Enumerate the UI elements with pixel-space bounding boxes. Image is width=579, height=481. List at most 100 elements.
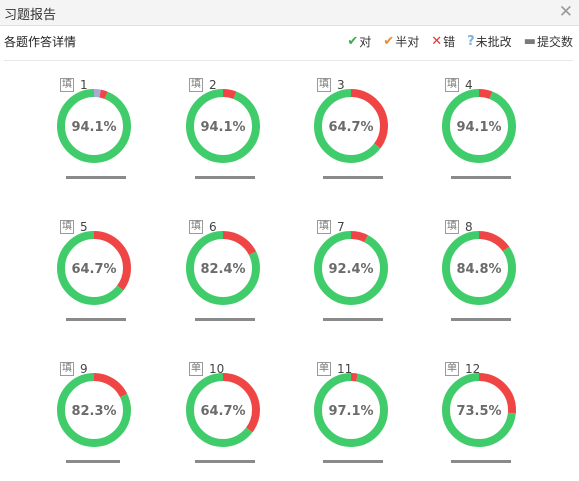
correct-rate-label: 94.1%: [71, 120, 116, 135]
question-card-1[interactable]: 填 1 94.1%: [56, 78, 146, 188]
submit-count-bar: [195, 460, 255, 463]
question-type-badge: 填: [60, 220, 74, 234]
legend-label: 对: [359, 35, 372, 49]
submit-count-bar: [451, 318, 511, 321]
divider: [4, 60, 573, 61]
question-card-7[interactable]: 填 7 92.4%: [313, 220, 403, 330]
submit-count-bar: [451, 176, 511, 179]
question-number: 1: [80, 78, 88, 92]
correct-rate-label: 92.4%: [328, 262, 373, 277]
question-number: 7: [337, 220, 345, 234]
question-card-6[interactable]: 填 6 82.4%: [185, 220, 275, 330]
submit-count-bar: [195, 176, 255, 179]
submit-count-bar: [451, 460, 511, 463]
question-card-3[interactable]: 填 3 64.7%: [313, 78, 403, 188]
question-card-5[interactable]: 填 5 64.7%: [56, 220, 146, 330]
submit-count-icon: ▬: [523, 34, 536, 49]
correct-arc: [186, 231, 260, 305]
question-type-badge: 单: [317, 362, 331, 376]
question-card-9[interactable]: 填 9 82.3%: [56, 362, 146, 472]
correct-arc: [314, 89, 388, 163]
question-card-2[interactable]: 填 2 94.1%: [185, 78, 275, 188]
close-icon[interactable]: ✕: [558, 2, 573, 22]
question-type-badge: 填: [445, 78, 459, 92]
question-type-badge: 填: [445, 220, 459, 234]
submit-count-bar: [323, 318, 383, 321]
legend-item-wrong: ✕ 错: [431, 33, 455, 50]
report-header: 各题作答详情 ✔ 对 ✔ 半对 ✕ 错? 未批改 ▬ 提交数: [0, 26, 579, 56]
submit-count-bar: [66, 176, 126, 179]
correct-rate-label: 82.3%: [71, 404, 116, 419]
submit-count-bar: [323, 460, 383, 463]
question-card-11[interactable]: 单 11 97.1%: [313, 362, 403, 472]
question-type-badge: 单: [445, 362, 459, 376]
legend-label: 半对: [395, 35, 420, 49]
legend: ✔ 对 ✔ 半对 ✕ 错? 未批改 ▬ 提交数: [335, 33, 573, 50]
question-number: 10: [209, 362, 225, 376]
question-type-badge: 填: [60, 78, 74, 92]
correct-icon: ✔: [347, 34, 359, 49]
correct-arc: [57, 89, 131, 163]
correct-rate-label: 94.1%: [456, 120, 501, 135]
question-card-10[interactable]: 单 10 64.7%: [185, 362, 275, 472]
half-correct-icon: ✔: [383, 34, 395, 49]
legend-label: 提交数: [536, 35, 573, 49]
section-label: 各题作答详情: [4, 35, 77, 49]
correct-arc: [314, 231, 388, 305]
question-type-badge: 填: [317, 220, 331, 234]
correct-rate-label: 73.5%: [456, 404, 501, 419]
correct-rate-label: 82.4%: [200, 262, 245, 277]
donut-chart: 94.1%: [57, 89, 131, 163]
question-number: 8: [465, 220, 473, 234]
correct-arc: [57, 231, 131, 305]
correct-rate-label: 97.1%: [328, 404, 373, 419]
submit-count-bar: [323, 176, 383, 179]
question-type-badge: 填: [189, 78, 203, 92]
legend-item-correct: ✔ 对: [347, 33, 371, 50]
question-number: 5: [80, 220, 88, 234]
correct-rate-label: 84.8%: [456, 262, 501, 277]
question-number: 11: [337, 362, 353, 376]
question-card-12[interactable]: 单 12 73.5%: [441, 362, 531, 472]
donut-chart: 73.5%: [442, 373, 516, 447]
wrong-icon: ✕: [431, 34, 443, 49]
question-card-4[interactable]: 填 4 94.1%: [441, 78, 531, 188]
unchecked-icon: ?: [467, 34, 475, 49]
donut-chart: 64.7%: [57, 231, 131, 305]
legend-label: 错: [443, 35, 456, 49]
donut-chart: 82.4%: [186, 231, 260, 305]
question-number: 2: [209, 78, 217, 92]
submit-count-bar: [66, 318, 126, 321]
question-card-8[interactable]: 填 8 84.8%: [441, 220, 531, 330]
window-title: 习题报告: [4, 8, 57, 23]
legend-item-half-correct: ✔ 半对: [383, 33, 419, 50]
donut-chart: 97.1%: [314, 373, 388, 447]
question-type-badge: 填: [60, 362, 74, 376]
question-type-badge: 单: [189, 362, 203, 376]
question-number: 9: [80, 362, 88, 376]
question-number: 12: [465, 362, 481, 376]
correct-rate-label: 64.7%: [71, 262, 116, 277]
question-type-badge: 填: [189, 220, 203, 234]
donut-chart: 82.3%: [57, 373, 131, 447]
donut-chart: 84.8%: [442, 231, 516, 305]
legend-label: 未批改: [475, 35, 512, 49]
question-type-badge: 填: [317, 78, 331, 92]
correct-arc: [186, 373, 260, 447]
donut-chart: 92.4%: [314, 231, 388, 305]
submit-count-bar: [66, 460, 120, 463]
correct-arc: [186, 89, 260, 163]
question-number: 6: [209, 220, 217, 234]
question-number: 4: [465, 78, 473, 92]
legend-item-unchecked: ? 未批改: [467, 33, 512, 50]
correct-arc: [442, 231, 516, 305]
donut-chart: 94.1%: [442, 89, 516, 163]
correct-rate-label: 64.7%: [200, 404, 245, 419]
correct-arc: [442, 373, 516, 447]
donut-chart: 94.1%: [186, 89, 260, 163]
submit-count-bar: [195, 318, 255, 321]
donut-chart: 64.7%: [314, 89, 388, 163]
title-bar: 习题报告 ✕: [0, 0, 579, 26]
correct-arc: [442, 89, 516, 163]
correct-arc: [314, 373, 388, 447]
